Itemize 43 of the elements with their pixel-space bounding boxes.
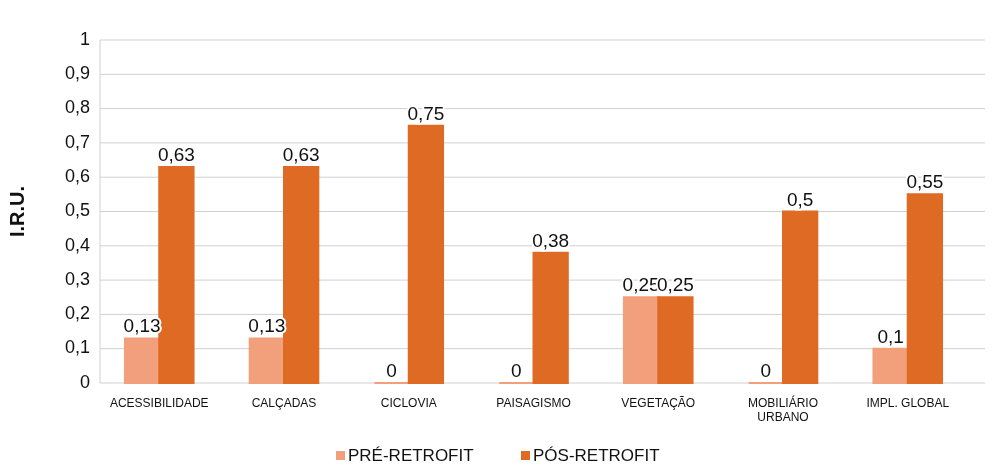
y-tick-label: 0,3 — [64, 268, 90, 289]
data-label: 0,25 — [656, 274, 694, 296]
bar — [532, 251, 569, 384]
x-tick-label: CICLOVIA — [380, 396, 437, 410]
bar — [123, 337, 161, 384]
y-tick-label: 0,6 — [64, 165, 90, 186]
y-tick-label: 0,8 — [64, 97, 90, 118]
data-label: 0 — [760, 360, 772, 381]
x-tick-label: VEGETAÇÃO — [621, 396, 696, 410]
y-tick-label: 0 — [79, 371, 90, 392]
bar — [872, 347, 909, 384]
y-tick-label: 0,4 — [64, 234, 90, 255]
data-label: 0,38 — [532, 229, 570, 251]
bar — [283, 165, 320, 384]
bar — [407, 124, 445, 384]
x-tick-label: IMPL. GLOBAL — [866, 396, 950, 410]
data-label: 0,63 — [157, 143, 195, 165]
y-tick-label: 0,7 — [64, 131, 90, 152]
y-tick-label: 0,1 — [64, 337, 90, 358]
legend-label: PÓS-RETROFIT — [533, 446, 660, 465]
data-label: 0,5 — [786, 188, 814, 210]
bar — [158, 165, 195, 384]
bar — [782, 210, 819, 384]
x-tick-label: CALÇADAS — [251, 396, 317, 410]
y-axis-title: I.R.U. — [6, 185, 28, 238]
legend-label: PRÉ-RETROFIT — [348, 446, 474, 465]
data-label: 0 — [386, 360, 397, 381]
y-tick-label: 0,5 — [64, 200, 90, 221]
x-tick-label: MOBILIÁRIO URBANO — [747, 395, 818, 424]
y-tick-label: 0,9 — [64, 63, 90, 84]
bar — [248, 337, 285, 384]
data-label: 0 — [511, 360, 522, 381]
y-tick-label: 1 — [79, 28, 90, 49]
data-label: 0,55 — [906, 171, 944, 193]
data-label: 0,63 — [282, 143, 320, 165]
x-tick-label: ACESSIBILIDADE — [109, 396, 209, 410]
bar — [657, 296, 694, 384]
y-tick-label: 0,2 — [64, 303, 90, 324]
bar — [622, 296, 660, 384]
data-label: 0,75 — [407, 102, 445, 124]
x-tick-label: PAISAGISMO — [496, 396, 571, 410]
data-label: 0,1 — [877, 325, 904, 347]
bar — [906, 193, 944, 384]
